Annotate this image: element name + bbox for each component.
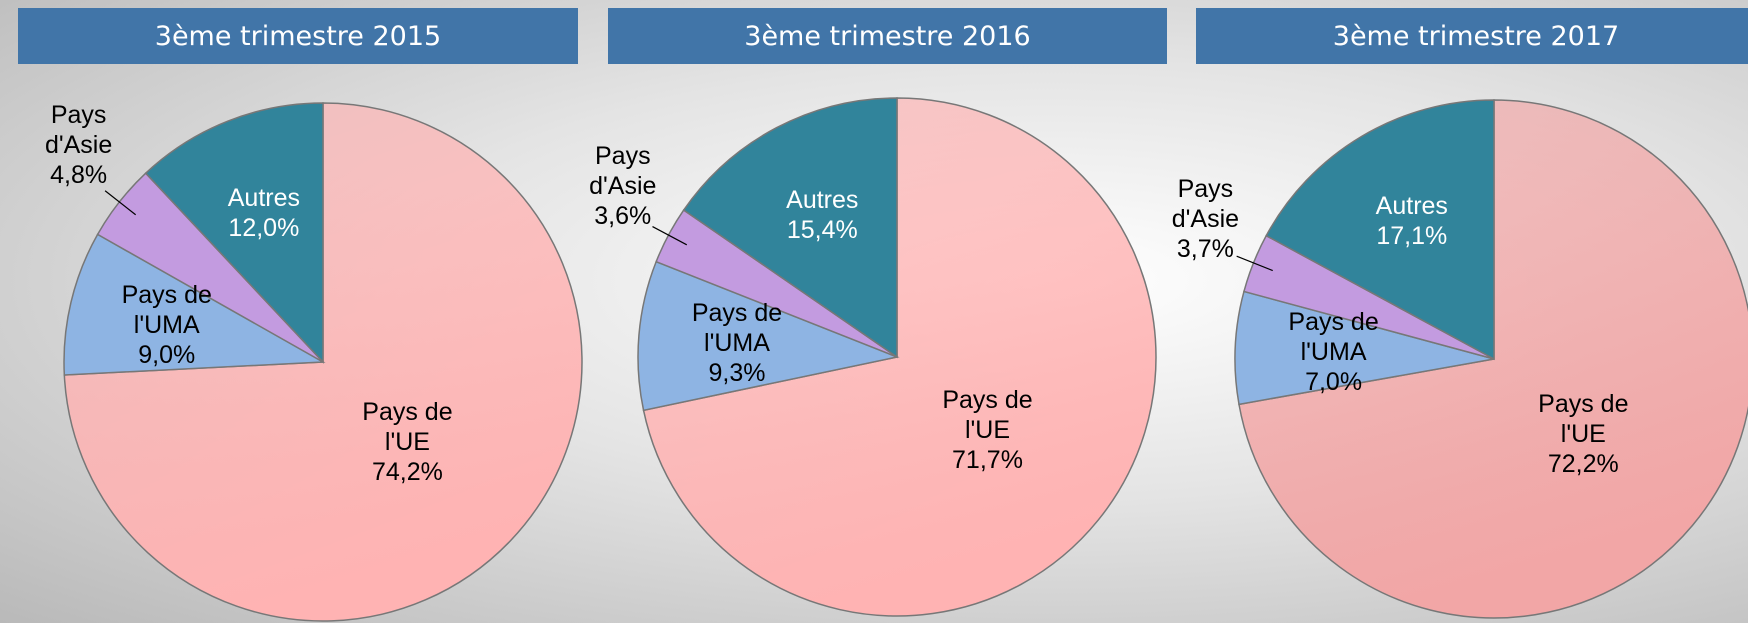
category-label: Pays de l'UE: [362, 398, 453, 457]
slice-label: Pays de l'UE 72,2%: [1523, 389, 1643, 479]
slice-label: Autres 12,0%: [204, 183, 324, 243]
value-label: 71,7%: [952, 446, 1023, 475]
slice-label: Pays de l'UE 71,7%: [927, 385, 1047, 475]
category-label: Autres: [786, 185, 859, 214]
pie-slice: [1234, 290, 1495, 406]
slice-label: Pays de l'UMA 7,0%: [1274, 307, 1394, 397]
panel-title: 3ème trimestre 2015: [18, 8, 578, 64]
category-label: Pays d'Asie: [44, 100, 113, 159]
slice-label: Pays d'Asie 4,8%: [19, 100, 139, 190]
category-label: Pays de l'UE: [1538, 389, 1629, 448]
category-label: Autres: [227, 183, 300, 212]
value-label: 3,6%: [594, 201, 652, 230]
pie-slice: [144, 102, 324, 364]
category-label: Pays de l'UMA: [691, 299, 783, 358]
slice-label: Pays d'Asie 3,6%: [563, 141, 683, 231]
pie-slice: [1265, 99, 1495, 361]
value-label: 17,1%: [1376, 222, 1448, 251]
value-label: 74,2%: [372, 458, 443, 487]
slice-label: Autres 15,4%: [762, 185, 882, 245]
value-label: 12,0%: [228, 213, 300, 242]
panel-title: 3ème trimestre 2016: [608, 8, 1167, 64]
pie-slice: [1238, 99, 1748, 619]
category-label: Pays d'Asie: [1171, 174, 1240, 233]
category-label: Autres: [1375, 192, 1448, 221]
pie-slice: [682, 97, 898, 359]
leader-line: [652, 226, 688, 246]
slice-label: Pays de l'UMA 9,3%: [677, 298, 797, 388]
leader-line: [1236, 255, 1273, 272]
category-label: Pays d'Asie: [589, 141, 657, 200]
slice-label: Autres 17,1%: [1352, 191, 1472, 251]
category-label: Pays de l'UMA: [121, 281, 212, 339]
value-label: 15,4%: [786, 215, 858, 244]
slice-label: Pays de l'UE 74,2%: [347, 397, 467, 487]
value-label: 3,7%: [1176, 234, 1234, 263]
panel-title: 3ème trimestre 2017: [1196, 8, 1748, 64]
value-label: 9,0%: [138, 341, 196, 369]
pie-slice: [637, 260, 900, 412]
pie-slice: [642, 97, 1157, 617]
value-label: 72,2%: [1547, 449, 1619, 478]
leader-line: [104, 190, 137, 216]
value-label: 9,3%: [708, 359, 766, 388]
category-label: Pays de l'UMA: [1288, 307, 1379, 366]
slice-label: Pays d'Asie 3,7%: [1145, 174, 1265, 264]
value-label: 4,8%: [50, 160, 108, 189]
slice-label: Pays de l'UMA 9,0%: [107, 280, 227, 370]
value-label: 7,0%: [1305, 367, 1363, 396]
category-label: Pays de l'UE: [942, 386, 1033, 445]
pie-slice: [63, 233, 326, 376]
